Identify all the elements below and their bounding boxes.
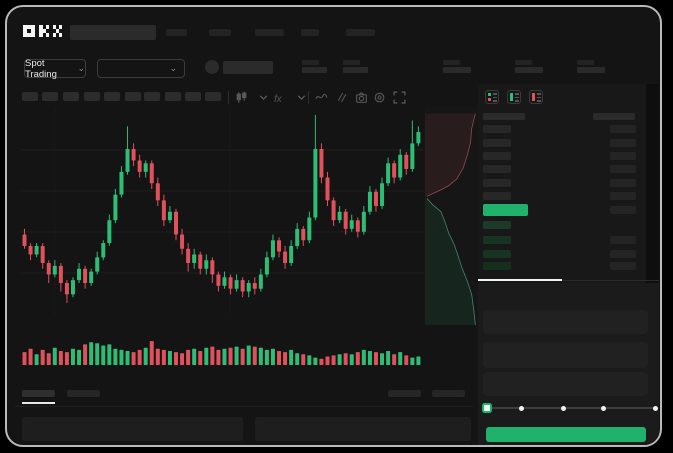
timeframe-button-skeleton[interactable] [42,92,58,101]
orders-tab-skeleton[interactable] [22,390,55,397]
bid-row-amount-skeleton [610,250,636,258]
timeframe-button-skeleton[interactable] [144,92,160,101]
ask-row-price-skeleton[interactable] [483,152,511,160]
bottom-action-skeleton[interactable] [432,390,465,397]
amount-input-skeleton[interactable] [483,342,648,368]
toolbar-divider [308,91,309,104]
history-tab-skeleton[interactable] [67,390,100,397]
active-bottom-tab-underline [22,402,55,404]
fullscreen-icon[interactable] [393,91,406,104]
slider-stop-75[interactable] [601,405,606,411]
bid-row-amount-skeleton [610,236,636,244]
stat-label-skeleton [515,60,532,65]
bid-row-price-skeleton[interactable] [483,236,511,244]
search-box-skeleton[interactable] [70,25,156,40]
bottom-action-skeleton[interactable] [388,390,421,397]
indicators-icon[interactable]: fx [273,92,286,105]
orders-table-skeleton [22,417,243,441]
price-column-header-skeleton [483,113,525,120]
ask-row-amount-skeleton [610,179,636,187]
token-avatar [205,60,219,74]
orderbook-asks-view-icon[interactable] [529,90,543,104]
nav-item-skeleton[interactable] [346,29,375,36]
bid-row-price-skeleton[interactable] [483,221,511,229]
okx-logo [23,24,65,38]
active-tab-underline [478,279,562,281]
chevron-down-icon[interactable] [257,91,270,104]
timeframe-button-skeleton[interactable] [205,92,221,101]
timeframe-button-skeleton[interactable] [22,92,38,101]
nav-item-skeleton[interactable] [166,29,187,36]
camera-icon[interactable] [355,91,368,104]
timeframe-button-skeleton[interactable] [63,92,79,101]
slider-stop-50[interactable] [561,405,566,411]
ask-row-amount-skeleton [610,139,636,147]
timeframe-button-skeleton[interactable] [84,92,100,101]
stat-value-skeleton [577,67,605,73]
ask-row-price-skeleton[interactable] [483,139,511,147]
timeframe-button-skeleton[interactable] [104,92,120,101]
bid-row-price-skeleton[interactable] [483,250,511,258]
ask-row-price-skeleton[interactable] [483,179,511,187]
chevron-down-icon[interactable] [295,91,308,104]
tab-divider [478,280,659,281]
orderbook-split-view-icon[interactable] [485,90,499,104]
bid-row-amount-skeleton [610,262,636,270]
orders-table-skeleton [255,417,471,441]
pair-selector-dropdown[interactable]: ⌄ [97,59,185,78]
amount-slider-handle[interactable] [482,403,492,413]
app-window: Spot Trading ⌄ ⌄ [5,5,662,447]
depth-chart[interactable] [425,107,478,325]
market-type-dropdown[interactable]: Spot Trading ⌄ [24,57,86,80]
pair-name-skeleton [223,61,273,74]
timeframe-button-skeleton[interactable] [125,92,141,101]
chart-type-icon[interactable] [235,91,248,104]
market-type-label: Spot Trading [25,57,57,80]
svg-text:fx: fx [274,94,283,105]
stat-value-skeleton [302,67,327,73]
buy-submit-button[interactable] [486,427,646,442]
timeframe-button-skeleton[interactable] [185,92,201,101]
drawing-tools-icon[interactable] [335,91,348,104]
chevron-down-icon: ⌄ [77,63,85,73]
bid-row-price-skeleton[interactable] [483,262,511,270]
ask-row-price-skeleton[interactable] [483,165,511,173]
slider-stop-25[interactable] [519,405,524,411]
bottom-divider [15,406,473,407]
volume-chart[interactable] [20,338,424,365]
toolbar-divider [228,91,229,104]
ask-row-amount-skeleton [610,125,636,133]
stat-label-skeleton [343,60,360,65]
ask-row-amount-skeleton [610,165,636,173]
amount-column-header-skeleton [593,113,635,120]
timeframe-button-skeleton[interactable] [165,92,181,101]
candlestick-chart[interactable] [20,107,424,315]
last-price-badge[interactable] [483,204,528,216]
settings-icon[interactable] [373,91,386,104]
nav-item-skeleton[interactable] [209,29,231,36]
slider-stop-100[interactable] [653,405,658,411]
amount-slider-track[interactable] [483,407,656,409]
chevron-down-icon: ⌄ [169,63,177,73]
price-input-skeleton[interactable] [483,310,648,334]
stat-value-skeleton [515,67,543,73]
ask-row-price-skeleton[interactable] [483,125,511,133]
ask-row-amount-skeleton [610,192,636,200]
stat-label-skeleton [302,60,319,65]
order-book-panel: Buy Sell [478,84,659,445]
total-input-skeleton[interactable] [483,372,648,396]
ask-row-price-skeleton[interactable] [483,192,511,200]
nav-item-skeleton[interactable] [301,29,319,36]
stat-label-skeleton [577,60,594,65]
orderbook-bids-view-icon[interactable] [507,90,521,104]
stat-value-skeleton [443,67,471,73]
stat-label-skeleton [443,60,460,65]
line-overlay-icon[interactable] [315,91,328,104]
ask-row-amount-skeleton [610,206,636,214]
nav-item-skeleton[interactable] [255,29,284,36]
stat-value-skeleton [343,67,368,73]
ask-row-amount-skeleton [610,152,636,160]
